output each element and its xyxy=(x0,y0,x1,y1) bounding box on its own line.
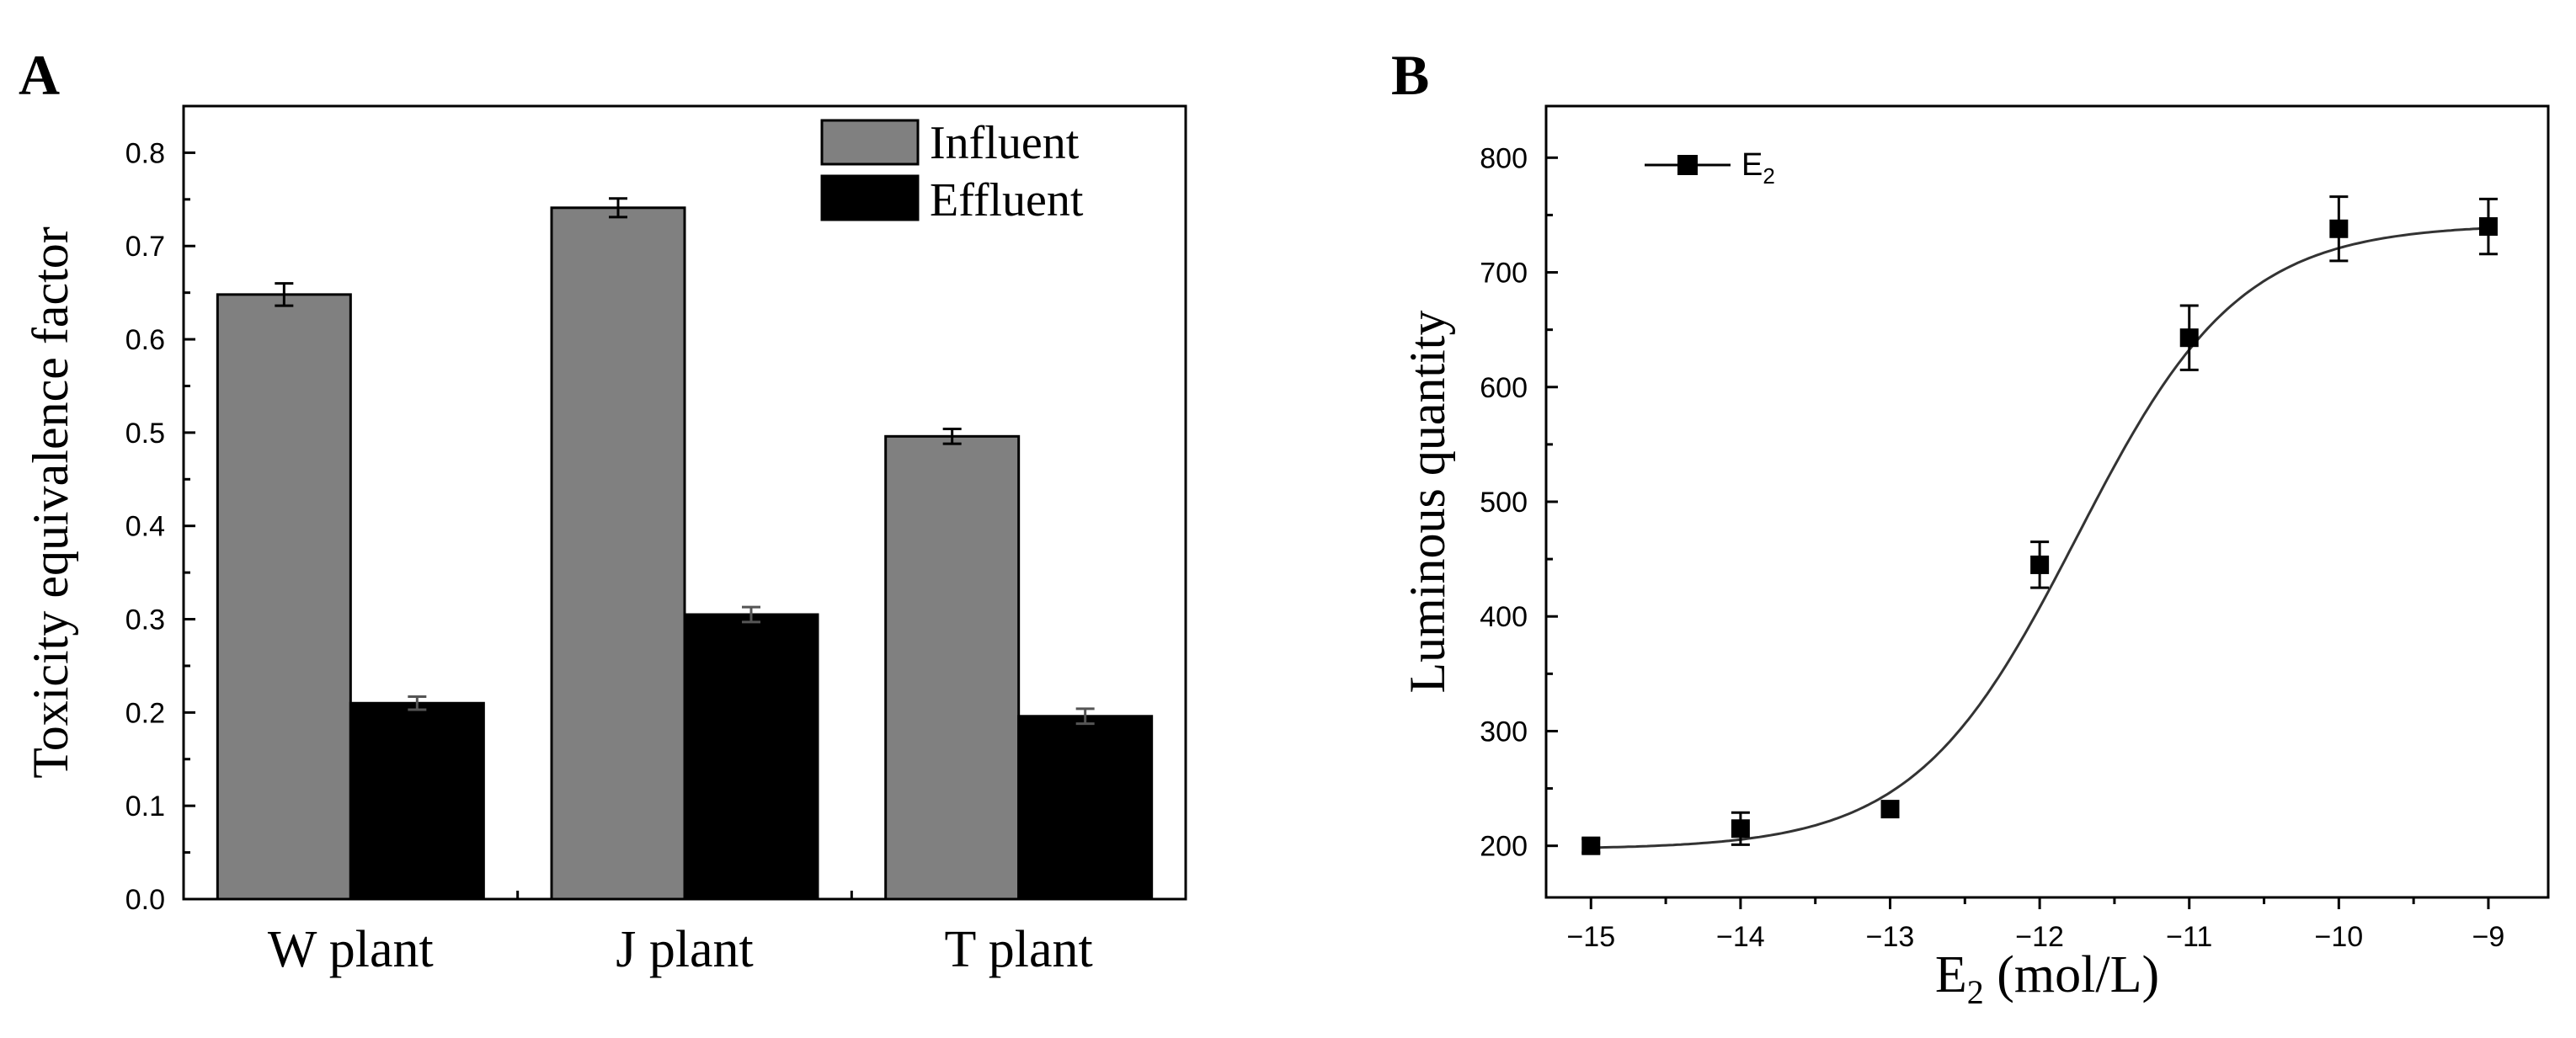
data-point xyxy=(2329,219,2349,238)
y-tick-label: 0.0 xyxy=(125,884,165,916)
y-tick-label: 800 xyxy=(1480,142,1528,174)
bar-effluent-2 xyxy=(1017,715,1154,901)
y-tick-label: 0.8 xyxy=(125,137,165,169)
panel-b-x-axis-label: E2 (mol/L) xyxy=(1935,946,2159,1011)
y-tick-label: 200 xyxy=(1480,831,1528,863)
x-tick-label: −15 xyxy=(1566,921,1615,953)
x-tick-label: −12 xyxy=(2015,921,2064,953)
panel-a-y-axis-label: Toxicity equivalence factor xyxy=(23,226,78,779)
data-point xyxy=(2478,217,2498,237)
sigmoid-fit-line xyxy=(1591,226,2489,849)
panel-a-y-axis: 0.0 0.1 0.2 0.3 0.4 0.5 0.6 0.7 0.8 xyxy=(125,137,195,916)
panel-a-plot-frame xyxy=(182,104,1187,901)
x-tick-label: −13 xyxy=(1866,921,1915,953)
y-tick-label: 0.2 xyxy=(125,697,165,729)
x-tick-label: −10 xyxy=(2314,921,2363,953)
y-tick-label: 0.4 xyxy=(125,511,165,543)
y-tick-label: 0.5 xyxy=(125,418,165,450)
y-tick-label: 0.3 xyxy=(125,604,165,636)
x-category-label: J plant xyxy=(616,921,754,978)
panel-a-error-bars xyxy=(275,197,1095,726)
x-tick-label: −9 xyxy=(2472,921,2505,953)
panel-b-x-axis: −15 −14 −13 −12 −11 −10 −9 xyxy=(1566,897,2504,953)
panel-b-y-axis: 200 300 400 500 600 700 800 xyxy=(1480,142,1558,863)
panel-b-error-bars xyxy=(1581,195,2498,854)
x-tick-label: −11 xyxy=(2166,921,2212,953)
bar-influent-0 xyxy=(216,293,352,901)
y-tick-label: 700 xyxy=(1480,258,1528,290)
data-point xyxy=(1731,819,1750,838)
panel-b-points xyxy=(1581,217,2498,855)
panel-a-bars xyxy=(216,206,1154,901)
bar-effluent-0 xyxy=(349,701,485,901)
panel-a-x-axis: W plant J plant T plant xyxy=(268,891,1093,978)
panel-a: A 0.0 0.1 0.2 0.3 0.4 0.5 0.6 0.7 0.8 W plant J p… xyxy=(19,43,1187,978)
panel-a-legend: Influent Effluent xyxy=(820,117,1084,226)
y-tick-label: 300 xyxy=(1480,716,1528,748)
panel-b-plot-frame xyxy=(1544,104,2550,899)
data-point xyxy=(2030,555,2050,574)
y-tick-label: 600 xyxy=(1480,372,1528,404)
legend-label-effluent: Effluent xyxy=(930,174,1084,226)
legend-swatch-effluent xyxy=(820,174,920,221)
x-category-label: T plant xyxy=(945,921,1093,978)
data-point xyxy=(1581,836,1601,855)
y-tick-label: 0.6 xyxy=(125,324,165,356)
y-tick-label: 500 xyxy=(1480,487,1528,519)
legend-label-main: E xyxy=(1741,147,1763,183)
data-point xyxy=(2179,328,2199,348)
panel-b-legend: E2 xyxy=(1645,147,1775,189)
y-tick-label: 400 xyxy=(1480,601,1528,633)
legend-label-influent: Influent xyxy=(930,117,1080,169)
bar-influent-1 xyxy=(550,206,686,901)
panel-b-label: B xyxy=(1391,43,1429,107)
x-category-label: W plant xyxy=(268,921,434,978)
x-label-subscript: 2 xyxy=(1967,973,1984,1011)
legend-swatch-influent xyxy=(820,119,920,166)
panel-b-y-axis-label: Luminous quantity xyxy=(1400,311,1455,694)
panel-b-fit-curve xyxy=(1591,226,2489,849)
y-tick-label: 0.1 xyxy=(125,790,165,822)
data-point xyxy=(1880,800,1900,819)
legend-label: E2 xyxy=(1741,147,1775,189)
x-tick-label: −14 xyxy=(1716,921,1765,953)
x-label-prefix: E xyxy=(1935,946,1967,1003)
bar-effluent-1 xyxy=(683,613,819,901)
bar-influent-2 xyxy=(884,434,1021,901)
y-tick-label: 0.7 xyxy=(125,231,165,263)
legend-label-subscript: 2 xyxy=(1763,163,1774,189)
x-label-suffix: (mol/L) xyxy=(1984,946,2159,1003)
legend-marker xyxy=(1677,155,1698,175)
panel-a-label: A xyxy=(19,43,60,107)
